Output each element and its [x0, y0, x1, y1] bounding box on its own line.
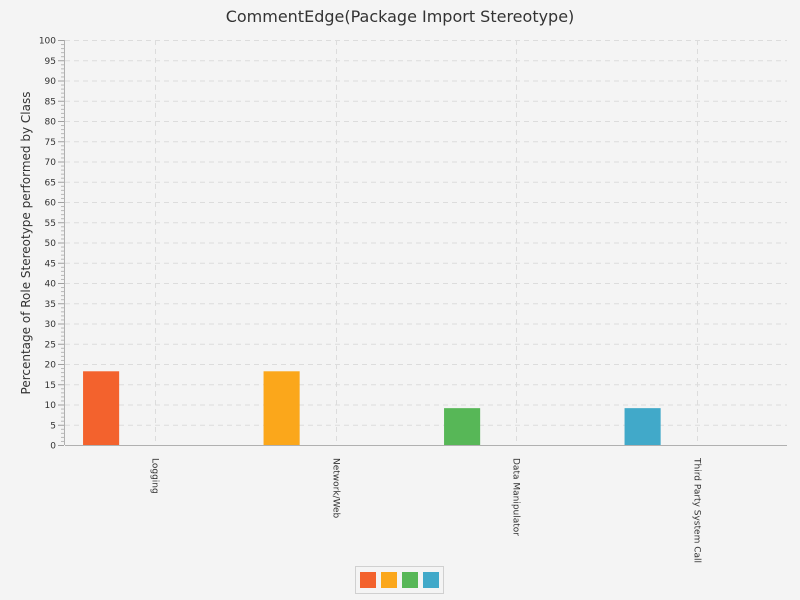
y-tick-label: 50	[45, 239, 57, 249]
y-tick-label: 65	[45, 178, 56, 188]
y-tick-label: 5	[50, 421, 56, 431]
y-tick-label: 45	[45, 259, 56, 269]
bar	[444, 408, 481, 445]
bar	[263, 371, 300, 445]
y-tick-label: 15	[45, 381, 56, 391]
y-tick-label: 85	[45, 97, 56, 107]
y-tick-label: 0	[50, 442, 56, 452]
y-tick-label: 75	[45, 138, 56, 148]
y-tick-label: 70	[45, 158, 57, 168]
y-tick-label: 55	[45, 219, 56, 229]
y-tick-label: 95	[45, 57, 56, 67]
y-tick-label: 40	[45, 280, 57, 290]
legend	[355, 566, 444, 594]
y-tick-label: 100	[39, 37, 56, 47]
chart-title: CommentEdge(Package Import Stereotype)	[225, 7, 575, 26]
y-tick-label: 60	[45, 199, 57, 209]
y-tick-label: 10	[45, 401, 57, 411]
y-tick-label: 30	[45, 320, 57, 330]
legend-swatch	[423, 572, 439, 588]
bar	[83, 371, 120, 445]
x-category-label: Data Manipulator	[511, 458, 521, 536]
y-tick-label: 80	[45, 118, 57, 128]
y-tick-label: 35	[45, 300, 56, 310]
legend-swatch	[360, 572, 376, 588]
y-tick-label: 25	[45, 340, 56, 350]
x-category-label: Network/Web	[331, 458, 341, 519]
x-category-label: Third Party System Call	[692, 457, 702, 563]
x-category-label: Logging	[150, 458, 160, 494]
legend-swatch	[402, 572, 418, 588]
y-tick-label: 20	[45, 361, 57, 371]
legend-swatch	[381, 572, 397, 588]
y-tick-label: 90	[45, 77, 57, 87]
bar	[624, 408, 661, 445]
